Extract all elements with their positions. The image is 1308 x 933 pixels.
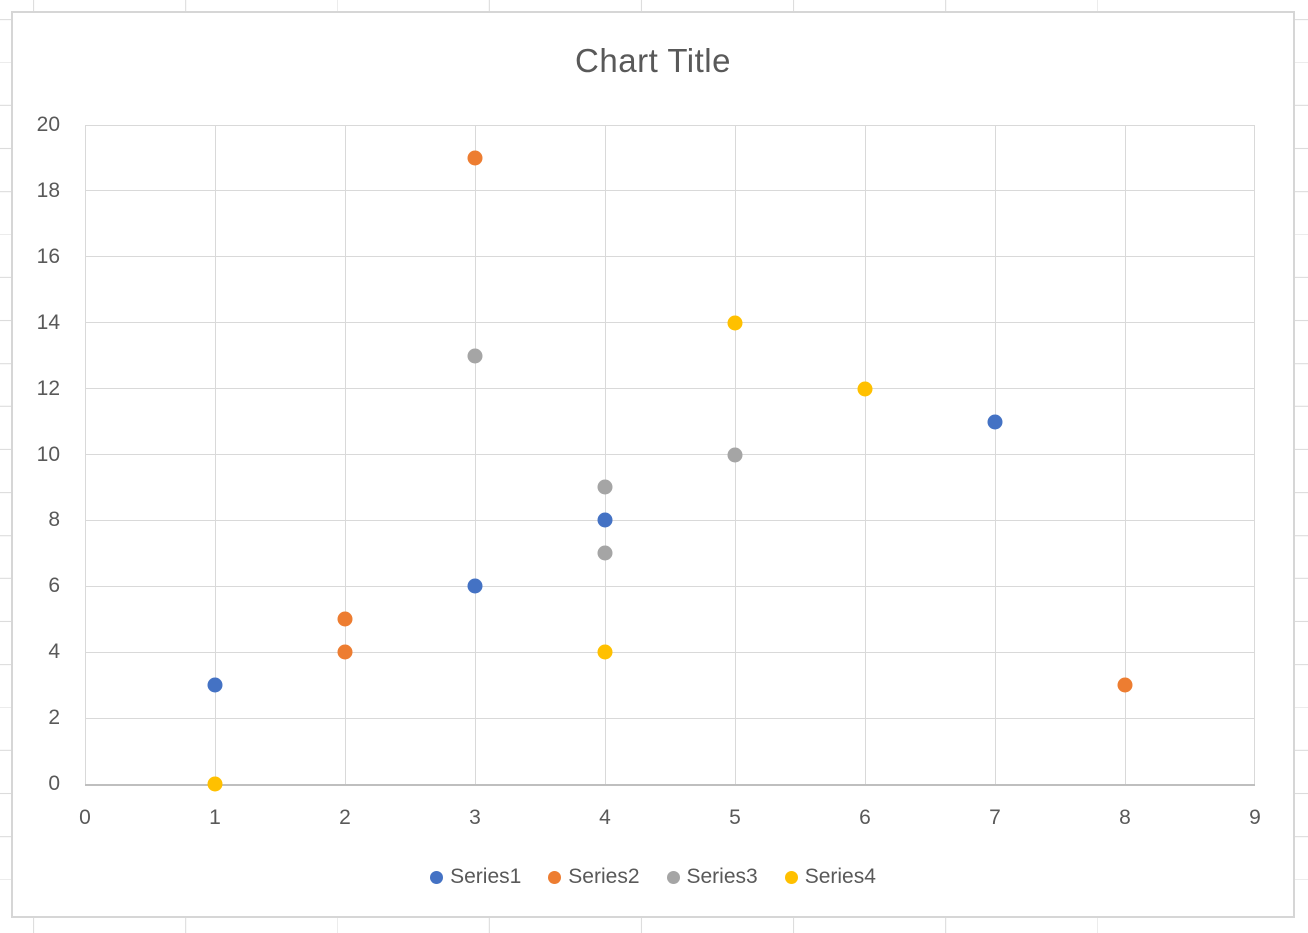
data-point-series1[interactable] xyxy=(207,677,223,693)
y-tick-label: 12 xyxy=(36,376,60,400)
x-tick-label: 7 xyxy=(989,806,1001,829)
data-point-series2[interactable] xyxy=(1117,677,1133,693)
legend-marker-icon xyxy=(548,870,562,884)
legend-item-series3[interactable]: Series3 xyxy=(666,865,758,889)
legend-item-series2[interactable]: Series2 xyxy=(548,865,640,889)
data-point-series1[interactable] xyxy=(467,578,483,594)
data-point-series3[interactable] xyxy=(467,348,483,364)
y-tick-label: 6 xyxy=(48,574,60,598)
y-tick-label: 14 xyxy=(36,310,60,334)
data-point-series2[interactable] xyxy=(337,644,353,660)
data-point-series4[interactable] xyxy=(857,381,873,397)
legend-item-label: Series4 xyxy=(804,865,876,888)
legend-item-series4[interactable]: Series4 xyxy=(784,865,876,889)
legend-item-series1[interactable]: Series1 xyxy=(430,865,521,889)
legend-item-label: Series1 xyxy=(450,865,522,888)
vertical-gridline xyxy=(995,125,996,784)
y-tick-label: 4 xyxy=(48,640,60,664)
data-point-series2[interactable] xyxy=(467,150,483,166)
horizontal-gridline xyxy=(85,322,1255,324)
y-tick-label: 0 xyxy=(48,772,60,795)
data-point-series3[interactable] xyxy=(597,479,613,495)
horizontal-gridline xyxy=(85,717,1255,719)
vertical-gridline xyxy=(85,125,86,784)
x-tick-label: 4 xyxy=(599,806,611,829)
vertical-gridline xyxy=(605,125,606,784)
legend-marker-icon xyxy=(666,870,680,884)
x-tick-label: 5 xyxy=(729,806,741,829)
data-point-series3[interactable] xyxy=(597,545,613,561)
vertical-gridline xyxy=(345,125,346,784)
x-tick-label: 8 xyxy=(1119,806,1131,829)
data-point-series1[interactable] xyxy=(597,512,613,528)
y-tick-label: 2 xyxy=(48,706,60,730)
data-point-series4[interactable] xyxy=(727,315,743,331)
x-tick-label: 3 xyxy=(469,806,481,829)
horizontal-gridline xyxy=(85,651,1255,653)
legend-item-label: Series2 xyxy=(568,865,640,888)
data-point-series4[interactable] xyxy=(207,776,223,792)
vertical-gridline xyxy=(1125,125,1126,784)
horizontal-gridline xyxy=(85,388,1255,390)
x-tick-label: 9 xyxy=(1249,806,1261,829)
y-tick-label: 18 xyxy=(36,178,60,202)
data-point-series2[interactable] xyxy=(337,611,353,627)
data-point-series1[interactable] xyxy=(987,414,1003,430)
x-tick-label: 2 xyxy=(339,806,351,829)
legend-marker-icon xyxy=(784,870,798,884)
y-tick-label: 10 xyxy=(36,442,60,466)
vertical-gridline xyxy=(475,125,476,784)
data-point-series4[interactable] xyxy=(597,644,613,660)
horizontal-gridline xyxy=(85,585,1255,587)
legend-marker-icon xyxy=(430,870,444,884)
vertical-gridline xyxy=(865,125,866,784)
horizontal-gridline xyxy=(85,256,1255,258)
chart-title[interactable]: Chart Title xyxy=(575,42,731,79)
y-tick-label: 20 xyxy=(36,113,60,136)
horizontal-gridline xyxy=(85,124,1255,126)
x-tick-label: 1 xyxy=(209,806,221,829)
data-point-series3[interactable] xyxy=(727,447,743,462)
legend-item-label: Series3 xyxy=(686,865,758,888)
legend[interactable]: Series1 Series2 Series3 Series4 xyxy=(13,862,1293,892)
horizontal-gridline xyxy=(85,190,1255,192)
vertical-gridline xyxy=(215,125,216,784)
y-tick-label: 16 xyxy=(36,244,60,268)
horizontal-gridline xyxy=(85,454,1255,455)
plot-area[interactable] xyxy=(85,124,1255,792)
vertical-gridline xyxy=(1254,125,1255,784)
x-tick-label: 0 xyxy=(79,806,91,829)
horizontal-gridline xyxy=(85,519,1255,521)
y-tick-label: 8 xyxy=(48,508,60,532)
x-tick-label: 6 xyxy=(859,806,871,829)
